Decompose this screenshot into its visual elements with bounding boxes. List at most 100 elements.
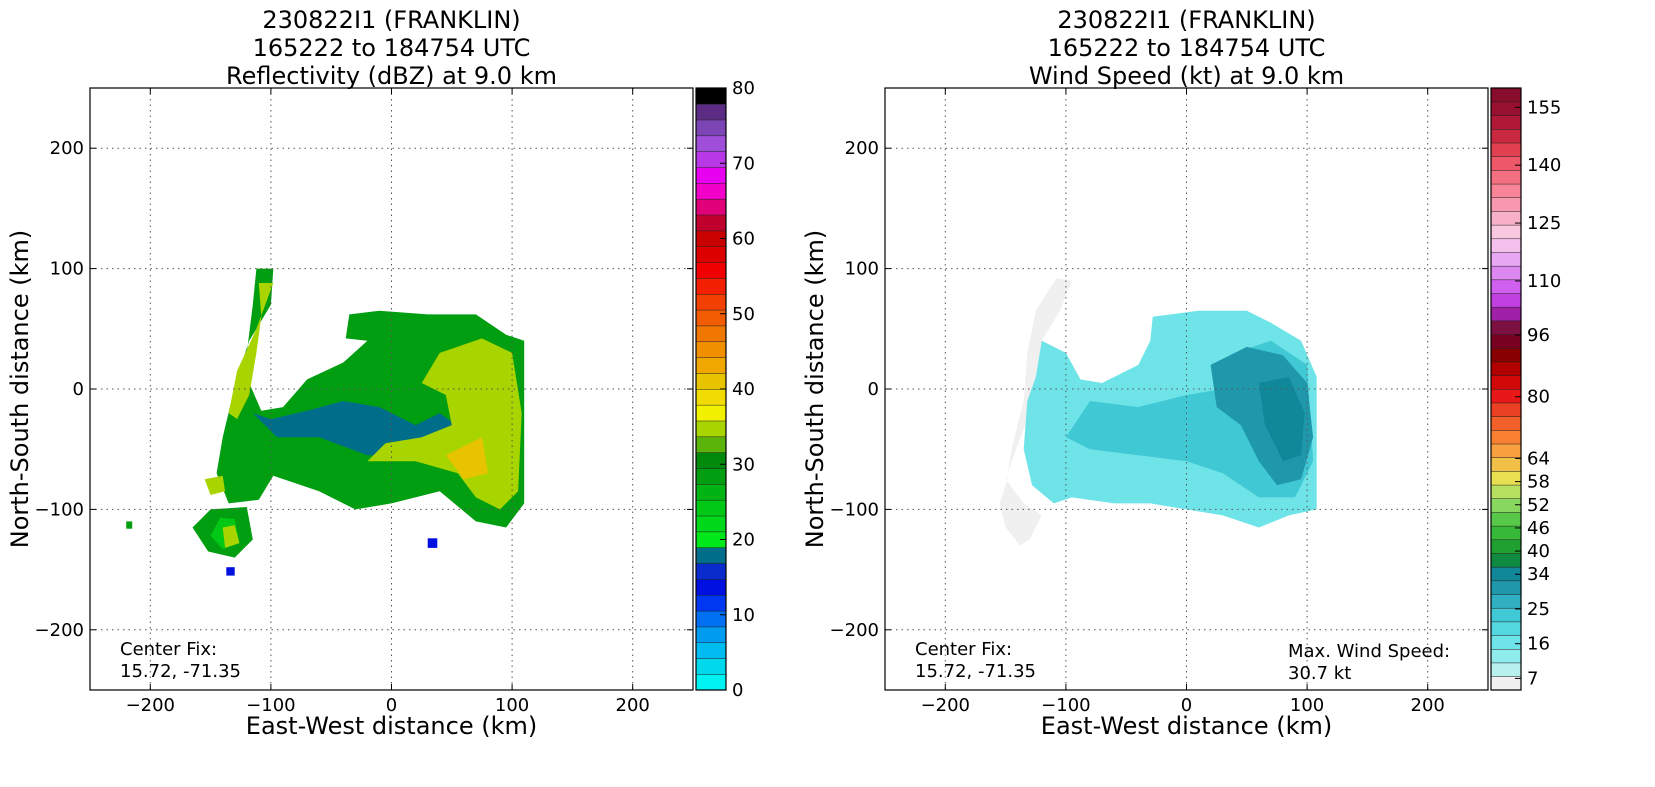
colorbar-swatch: [1490, 621, 1522, 636]
colorbar-swatch: [695, 578, 727, 596]
right-title-line-2: 165222 to 184754 UTC: [1047, 34, 1326, 62]
colorbar-swatch: [1490, 238, 1522, 253]
colorbar-swatch: [1490, 265, 1522, 281]
colorbar-swatch: [1490, 347, 1522, 363]
colorbar-swatch: [1490, 470, 1522, 486]
colorbar-swatch: [1490, 593, 1522, 609]
colorbar-swatch: [1490, 375, 1522, 390]
colorbar-swatch: [695, 214, 727, 232]
colorbar-swatch: [695, 467, 727, 485]
colorbar-tick-label: 34: [1527, 564, 1550, 585]
center-fix-label: Center Fix:: [120, 639, 217, 660]
plot-area: [885, 88, 1488, 690]
colorbar-swatch: [695, 499, 727, 517]
colorbar-swatch: [1490, 552, 1522, 568]
y-axis-label: North-South distance (km): [801, 230, 829, 549]
colorbar-swatch: [695, 673, 727, 691]
x-tick-label: 0: [1181, 695, 1192, 716]
colorbar-swatch: [695, 103, 727, 121]
field-region: [222, 525, 240, 548]
colorbar-swatch: [695, 610, 727, 628]
colorbar-swatch: [1490, 402, 1522, 417]
colorbar-swatch: [1490, 320, 1522, 335]
colorbar-swatch: [1490, 142, 1522, 157]
colorbar-tick-label: 10: [732, 605, 755, 626]
colorbar-tick-label: 80: [1527, 387, 1550, 408]
x-tick-label: 200: [1411, 695, 1445, 716]
colorbar-swatch: [695, 166, 727, 184]
colorbar-swatch: [1490, 416, 1522, 431]
colorbar-swatch: [695, 658, 727, 675]
colorbar-frame: [1490, 87, 1522, 691]
field-region: [126, 521, 133, 529]
right-title-line-1: 230822I1 (FRANKLIN): [1057, 6, 1316, 34]
colorbar-swatch: [695, 341, 727, 358]
colorbar-swatch: [695, 563, 727, 580]
colorbar-swatch: [1490, 607, 1522, 623]
colorbar-swatch: [1490, 484, 1522, 500]
field-region: [204, 475, 226, 495]
colorbar-tick-label: 64: [1527, 448, 1550, 469]
colorbar-swatch: [695, 388, 727, 406]
y-tick-label: 100: [50, 259, 84, 280]
panel-1: −200 −100 0 100 200−200−1000100200East-West …: [6, 78, 755, 740]
colorbar-swatch: [695, 87, 727, 105]
field-region: [999, 278, 1072, 546]
colorbar-tick-label: 70: [732, 153, 755, 174]
colorbar-swatch: [1490, 101, 1522, 116]
colorbar-swatch: [1490, 361, 1522, 376]
colorbar-tick-label: 30: [732, 454, 755, 475]
field-region: [427, 538, 438, 548]
colorbar-swatch: [695, 483, 727, 501]
x-tick-label: 200: [616, 695, 650, 716]
max-wind-label: Max. Wind Speed:: [1288, 641, 1450, 662]
colorbar-swatch: [1490, 635, 1522, 650]
x-tick-label: 100: [1290, 695, 1324, 716]
colorbar-swatch: [695, 262, 727, 279]
colorbar-tick-label: 96: [1527, 325, 1550, 346]
center-fix-value: 15.72, -71.35: [915, 661, 1036, 682]
colorbar-swatch: [695, 436, 727, 453]
colorbar-swatch: [695, 277, 727, 295]
colorbar-swatch: [1490, 443, 1522, 458]
colorbar-swatch: [695, 547, 727, 564]
x-tick-label: 100: [495, 695, 529, 716]
colorbar-swatch: [1490, 115, 1522, 130]
y-tick-label: 100: [845, 259, 879, 280]
colorbar-swatch: [695, 594, 727, 612]
left-title-line-1: 230822I1 (FRANKLIN): [262, 6, 521, 34]
colorbar-tick-label: 140: [1527, 155, 1561, 176]
colorbar-tick-label: 52: [1527, 495, 1550, 516]
colorbar-tick-label: 25: [1527, 599, 1550, 620]
plot-area: [90, 88, 693, 690]
colorbar-tick-label: 80: [732, 78, 755, 99]
right-title-line-3: Wind Speed (kt) at 9.0 km: [1028, 62, 1345, 90]
x-axis-label: East-West distance (km): [246, 712, 537, 740]
colorbar-tick-label: 40: [1527, 541, 1550, 562]
colorbar-swatch: [695, 119, 727, 137]
colorbar-swatch: [1490, 648, 1522, 664]
colorbar-tick-label: 58: [1527, 472, 1550, 493]
colorbar-swatch: [1490, 224, 1522, 240]
colorbar-swatch: [695, 452, 727, 469]
colorbar-swatch: [695, 325, 727, 343]
field-region: [228, 283, 274, 420]
colorbar-tick-label: 110: [1527, 271, 1561, 292]
colorbar-swatch: [1490, 429, 1522, 445]
colorbar-swatch: [1490, 87, 1522, 103]
colorbar-swatch: [695, 626, 727, 644]
y-tick-label: 200: [845, 138, 879, 159]
colorbar-swatch: [1490, 662, 1522, 677]
y-tick-label: −100: [830, 499, 879, 520]
colorbar-swatch: [1490, 498, 1522, 513]
field-region: [226, 567, 235, 576]
colorbar-swatch: [1490, 169, 1522, 185]
colorbar-swatch: [695, 151, 727, 168]
colorbar-swatch: [1490, 183, 1522, 199]
colorbar-tick-label: 155: [1527, 97, 1561, 118]
colorbar-swatch: [1490, 334, 1522, 349]
colorbar-swatch: [1490, 156, 1522, 171]
x-tick-label: 0: [386, 695, 397, 716]
colorbar-swatch: [695, 293, 727, 311]
colorbar-tick-label: 60: [732, 229, 755, 250]
